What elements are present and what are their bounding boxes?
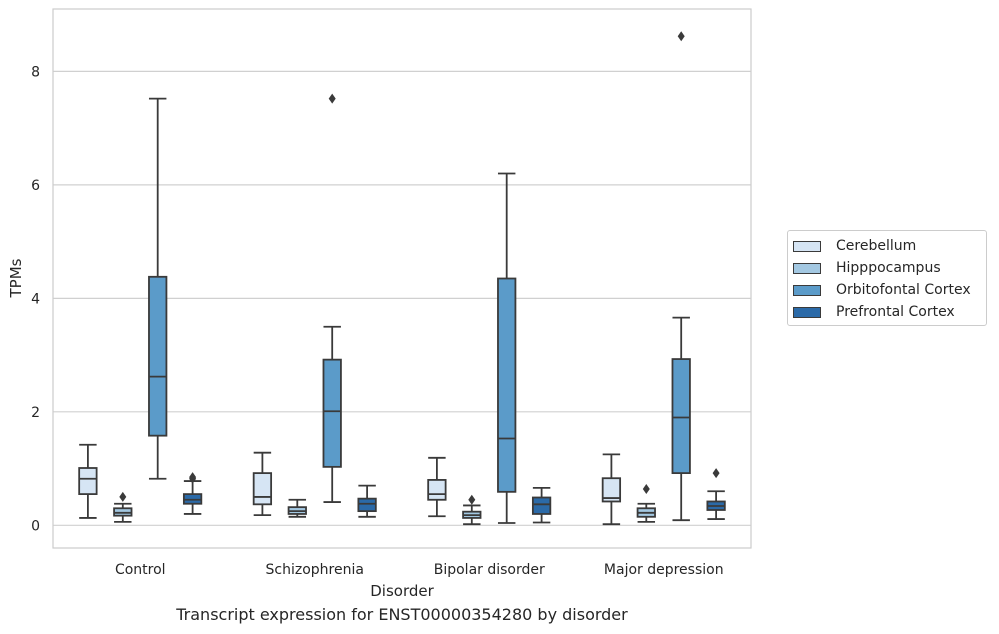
legend-swatch — [793, 284, 821, 296]
x-tick-labels: Control Schizophrenia Bipolar disorder Majo… — [115, 562, 724, 578]
legend-item-cerebellum: Cerebellum — [793, 236, 916, 256]
outlier-point — [189, 472, 197, 483]
box-plot-group — [601, 453, 622, 526]
y-tick-label: 0 — [31, 518, 40, 534]
legend-label: Orbitofontal Cortex — [836, 282, 971, 298]
box-plot-group — [287, 498, 307, 518]
x-tick-label: Bipolar disorder — [434, 562, 545, 578]
legend-item-orbitofrontal-cortex: Orbitofontal Cortex — [793, 280, 971, 300]
box-plot-group — [78, 443, 98, 519]
outlier-point — [642, 483, 650, 494]
x-axis-label: Disorder — [370, 582, 434, 600]
iqr-box — [148, 275, 168, 437]
box-plot-group — [357, 484, 377, 518]
box-plot-group — [252, 451, 273, 516]
iqr-box — [252, 472, 273, 506]
outlier-point — [328, 93, 336, 104]
outlier-point — [677, 31, 685, 42]
outlier-point — [119, 491, 127, 502]
legend-label: Prefrontal Cortex — [836, 304, 955, 320]
iqr-box — [601, 477, 622, 503]
legend-label: Hipppocampus — [836, 260, 941, 276]
iqr-box — [531, 496, 552, 515]
box-plot-series — [78, 31, 726, 526]
y-tick-label: 6 — [31, 178, 40, 194]
legend-item-hippocampus: Hipppocampus — [793, 258, 941, 278]
legend-item-prefrontal-cortex: Prefrontal Cortex — [793, 302, 955, 322]
y-axis-label: TPMs — [7, 258, 25, 298]
box-plot-group — [497, 172, 517, 524]
legend-label: Cerebellum — [836, 238, 917, 254]
box-plot-group — [182, 472, 203, 515]
box-plot-group — [462, 494, 482, 526]
plot-area-frame — [52, 8, 752, 549]
y-tick-label: 8 — [31, 64, 40, 80]
x-tick-label: Control — [115, 562, 166, 578]
chart-caption: Transcript expression for ENST0000035428… — [176, 605, 628, 624]
gridlines — [53, 70, 751, 526]
box-plot-group — [148, 97, 168, 480]
x-tick-label: Schizophrenia — [266, 562, 364, 578]
x-tick-label: Major depression — [604, 562, 724, 578]
box-plot-group — [531, 486, 552, 524]
y-tick-labels: 0 2 4 6 8 — [31, 64, 40, 534]
box-plot-group — [427, 456, 447, 518]
iqr-box — [671, 358, 691, 475]
iqr-box — [322, 358, 342, 468]
box-plot-group — [113, 491, 133, 523]
box-plot-group — [322, 93, 342, 503]
box-plot-group — [671, 31, 691, 522]
legend-swatch — [793, 306, 821, 318]
outlier-point — [468, 494, 476, 505]
y-tick-label: 4 — [31, 291, 40, 307]
iqr-box — [497, 277, 517, 493]
box-plot-group — [636, 483, 656, 523]
iqr-box — [427, 479, 447, 501]
legend-swatch — [793, 262, 821, 274]
iqr-box — [78, 467, 98, 495]
box-plot-group — [706, 468, 726, 520]
outlier-point — [712, 468, 720, 479]
legend: Cerebellum Hipppocampus Orbitofontal Cor… — [787, 230, 987, 326]
legend-swatch — [793, 240, 821, 252]
iqr-box — [357, 497, 377, 513]
y-tick-label: 2 — [31, 405, 40, 421]
